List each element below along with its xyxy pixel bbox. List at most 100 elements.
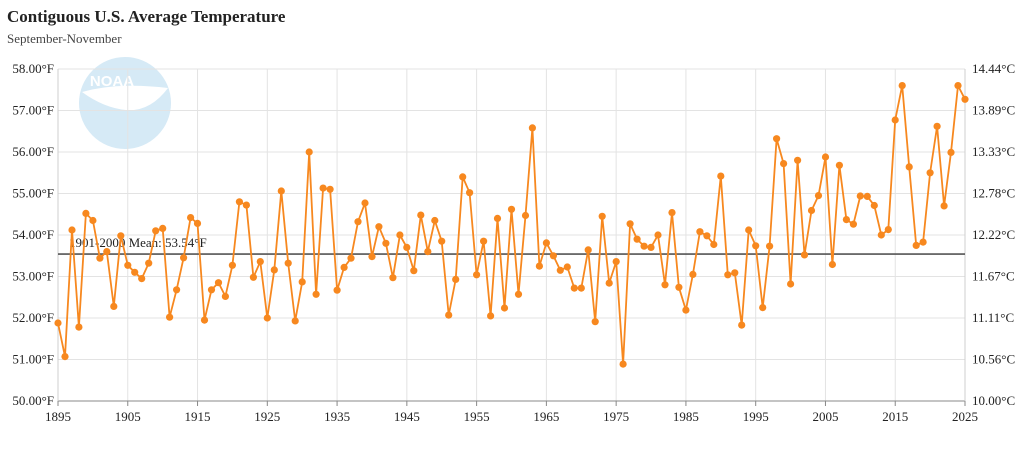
- data-point-1970[interactable]: [577, 284, 585, 292]
- data-point-1947[interactable]: [417, 211, 425, 219]
- data-point-1983[interactable]: [668, 209, 676, 217]
- data-point-1953[interactable]: [459, 173, 467, 181]
- data-point-1922[interactable]: [242, 201, 250, 209]
- data-point-1902[interactable]: [103, 248, 111, 256]
- data-point-1915[interactable]: [193, 219, 202, 227]
- data-point-2008[interactable]: [842, 216, 851, 224]
- data-point-1940[interactable]: [368, 253, 376, 261]
- data-point-1907[interactable]: [138, 275, 146, 283]
- data-point-2023[interactable]: [947, 148, 955, 156]
- data-point-1988[interactable]: [703, 232, 711, 240]
- data-point-1896[interactable]: [61, 353, 69, 361]
- data-point-1927[interactable]: [277, 187, 285, 195]
- data-point-2017[interactable]: [905, 163, 913, 171]
- data-point-1905[interactable]: [124, 261, 132, 269]
- data-point-2021[interactable]: [933, 122, 941, 130]
- data-point-1916[interactable]: [200, 316, 209, 324]
- data-point-1991[interactable]: [724, 271, 732, 279]
- data-point-1898[interactable]: [75, 323, 83, 331]
- data-point-2024[interactable]: [954, 82, 962, 90]
- data-point-2011[interactable]: [863, 192, 871, 200]
- data-point-1996[interactable]: [759, 304, 767, 312]
- data-point-1984[interactable]: [675, 283, 683, 291]
- data-point-2019[interactable]: [919, 238, 927, 246]
- data-point-1969[interactable]: [570, 284, 578, 292]
- data-point-1910[interactable]: [159, 224, 167, 232]
- data-point-1931[interactable]: [305, 148, 313, 156]
- data-point-2010[interactable]: [856, 192, 864, 200]
- data-point-1972[interactable]: [591, 318, 599, 326]
- data-point-1949[interactable]: [431, 216, 439, 225]
- data-point-1928[interactable]: [284, 259, 292, 267]
- data-point-1973[interactable]: [598, 212, 606, 220]
- data-point-1929[interactable]: [291, 317, 299, 325]
- data-point-2000[interactable]: [787, 280, 795, 288]
- data-point-1897[interactable]: [68, 226, 76, 234]
- data-point-1935[interactable]: [333, 286, 341, 294]
- data-point-1951[interactable]: [445, 311, 453, 319]
- data-point-1946[interactable]: [410, 267, 418, 275]
- data-point-2020[interactable]: [926, 169, 934, 177]
- data-point-1945[interactable]: [403, 243, 411, 251]
- data-point-1963[interactable]: [528, 124, 537, 132]
- data-point-1942[interactable]: [382, 239, 390, 247]
- data-point-1923[interactable]: [249, 273, 257, 281]
- data-point-1966[interactable]: [549, 252, 558, 260]
- data-point-2001[interactable]: [794, 156, 802, 164]
- data-point-1900[interactable]: [89, 216, 97, 225]
- data-point-1957[interactable]: [487, 312, 495, 320]
- data-point-1956[interactable]: [480, 237, 488, 245]
- data-point-2012[interactable]: [870, 201, 878, 210]
- data-point-1999[interactable]: [780, 160, 788, 168]
- data-point-1920[interactable]: [228, 261, 236, 269]
- data-point-1979[interactable]: [640, 242, 648, 250]
- data-point-1958[interactable]: [493, 214, 502, 222]
- data-point-2016[interactable]: [898, 82, 906, 90]
- data-point-1943[interactable]: [389, 274, 397, 282]
- data-point-1936[interactable]: [340, 263, 348, 271]
- data-point-1921[interactable]: [235, 198, 243, 206]
- data-point-1934[interactable]: [326, 185, 334, 193]
- data-point-1987[interactable]: [696, 228, 704, 236]
- data-point-1974[interactable]: [605, 279, 613, 287]
- data-point-2009[interactable]: [849, 220, 858, 228]
- data-point-1912[interactable]: [173, 286, 181, 294]
- data-point-1941[interactable]: [375, 223, 383, 231]
- data-point-1933[interactable]: [319, 184, 327, 192]
- data-point-1977[interactable]: [626, 220, 634, 228]
- data-point-1968[interactable]: [563, 263, 571, 271]
- data-point-2014[interactable]: [884, 226, 892, 234]
- data-point-1925[interactable]: [263, 314, 271, 322]
- data-point-2025[interactable]: [961, 95, 969, 103]
- data-point-1937[interactable]: [347, 254, 355, 262]
- data-point-1967[interactable]: [556, 266, 564, 274]
- data-point-1975[interactable]: [612, 258, 620, 266]
- data-point-1939[interactable]: [361, 199, 369, 207]
- data-point-1909[interactable]: [152, 227, 160, 235]
- data-point-1994[interactable]: [745, 226, 753, 234]
- data-point-1992[interactable]: [731, 269, 739, 277]
- data-point-2013[interactable]: [877, 231, 885, 239]
- data-point-1899[interactable]: [82, 209, 90, 217]
- data-point-1961[interactable]: [514, 290, 523, 298]
- data-point-1955[interactable]: [473, 271, 481, 279]
- data-point-2006[interactable]: [828, 260, 837, 269]
- data-point-1965[interactable]: [542, 239, 551, 247]
- data-point-1930[interactable]: [298, 278, 306, 286]
- data-point-1986[interactable]: [689, 270, 697, 278]
- data-point-1944[interactable]: [396, 231, 404, 239]
- data-point-1938[interactable]: [354, 218, 362, 226]
- data-point-1948[interactable]: [424, 248, 432, 256]
- data-point-1971[interactable]: [584, 246, 592, 254]
- data-point-1904[interactable]: [117, 232, 125, 240]
- data-point-1980[interactable]: [647, 243, 655, 251]
- data-point-1985[interactable]: [682, 306, 690, 314]
- data-point-1998[interactable]: [773, 135, 781, 143]
- data-point-1997[interactable]: [766, 242, 774, 250]
- data-point-1913[interactable]: [180, 254, 188, 262]
- data-point-1918[interactable]: [214, 279, 223, 287]
- data-point-1914[interactable]: [187, 214, 195, 222]
- data-point-1989[interactable]: [710, 240, 718, 249]
- data-point-1924[interactable]: [256, 258, 264, 266]
- data-point-2004[interactable]: [814, 192, 823, 200]
